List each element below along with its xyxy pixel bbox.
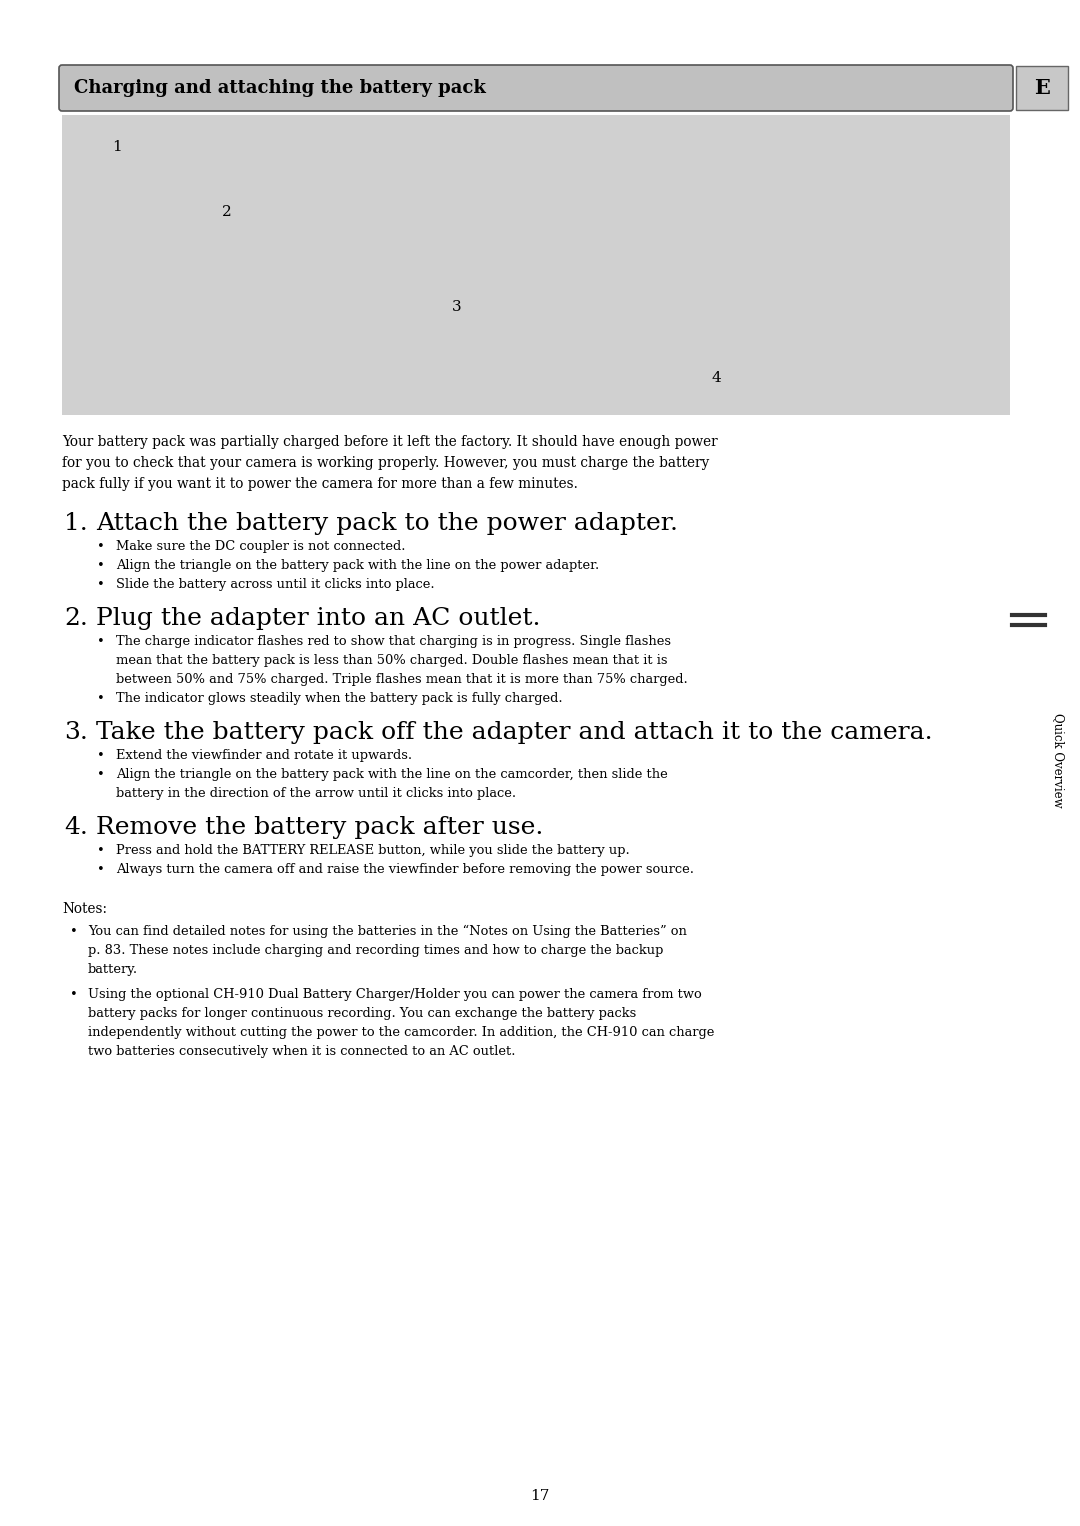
Text: Align the triangle on the battery pack with the line on the camcorder, then slid: Align the triangle on the battery pack w… <box>116 768 667 781</box>
Text: Press and hold the BATTERY RELEASE button, while you slide the battery up.: Press and hold the BATTERY RELEASE butto… <box>116 844 630 858</box>
Text: •: • <box>70 987 78 1001</box>
Text: pack fully if you want it to power the camera for more than a few minutes.: pack fully if you want it to power the c… <box>62 478 578 491</box>
Text: •: • <box>97 864 105 876</box>
Text: •: • <box>97 749 105 761</box>
Text: Notes:: Notes: <box>62 902 107 916</box>
Text: Attach the battery pack to the power adapter.: Attach the battery pack to the power ada… <box>96 513 678 536</box>
Text: mean that the battery pack is less than 50% charged. Double flashes mean that it: mean that the battery pack is less than … <box>116 655 667 667</box>
Text: •: • <box>97 844 105 858</box>
Bar <box>62 114 1010 415</box>
Text: 17: 17 <box>530 1489 550 1503</box>
Text: battery packs for longer continuous recording. You can exchange the battery pack: battery packs for longer continuous reco… <box>87 1007 636 1019</box>
Text: You can find detailed notes for using the batteries in the “Notes on Using the B: You can find detailed notes for using th… <box>87 925 687 938</box>
Text: •: • <box>70 925 78 938</box>
Text: Align the triangle on the battery pack with the line on the power adapter.: Align the triangle on the battery pack w… <box>116 559 599 572</box>
Text: Always turn the camera off and raise the viewfinder before removing the power so: Always turn the camera off and raise the… <box>116 864 694 876</box>
Text: between 50% and 75% charged. Triple flashes mean that it is more than 75% charge: between 50% and 75% charged. Triple flas… <box>116 673 688 687</box>
Text: two batteries consecutively when it is connected to an AC outlet.: two batteries consecutively when it is c… <box>87 1045 515 1058</box>
Text: The charge indicator flashes red to show that charging is in progress. Single fl: The charge indicator flashes red to show… <box>116 635 671 649</box>
Text: 4: 4 <box>712 371 721 385</box>
Text: 3: 3 <box>453 301 461 314</box>
Text: Plug the adapter into an AC outlet.: Plug the adapter into an AC outlet. <box>96 607 540 630</box>
Text: •: • <box>97 559 105 572</box>
Text: Charging and attaching the battery pack: Charging and attaching the battery pack <box>75 79 486 98</box>
Text: Using the optional CH-910 Dual Battery Charger/Holder you can power the camera f: Using the optional CH-910 Dual Battery C… <box>87 987 702 1001</box>
Text: Take the battery pack off the adapter and attach it to the camera.: Take the battery pack off the adapter an… <box>96 720 933 745</box>
Text: •: • <box>97 691 105 705</box>
Text: Quick Overview: Quick Overview <box>1052 713 1065 807</box>
Text: for you to check that your camera is working properly. However, you must charge : for you to check that your camera is wor… <box>62 456 710 470</box>
Text: •: • <box>97 635 105 649</box>
Text: battery in the direction of the arrow until it clicks into place.: battery in the direction of the arrow un… <box>116 787 516 800</box>
Text: •: • <box>97 578 105 591</box>
Text: independently without cutting the power to the camcorder. In addition, the CH-91: independently without cutting the power … <box>87 1025 714 1039</box>
Text: 3.: 3. <box>64 720 87 745</box>
Text: •: • <box>97 768 105 781</box>
Text: 2.: 2. <box>64 607 87 630</box>
Bar <box>1016 66 1068 110</box>
Text: The indicator glows steadily when the battery pack is fully charged.: The indicator glows steadily when the ba… <box>116 691 563 705</box>
Text: Slide the battery across until it clicks into place.: Slide the battery across until it clicks… <box>116 578 434 591</box>
Text: p. 83. These notes include charging and recording times and how to charge the ba: p. 83. These notes include charging and … <box>87 945 663 957</box>
Text: 1.: 1. <box>64 513 87 536</box>
Text: Remove the battery pack after use.: Remove the battery pack after use. <box>96 816 543 839</box>
Text: 1: 1 <box>112 140 122 154</box>
Text: 2: 2 <box>222 204 232 220</box>
FancyBboxPatch shape <box>59 66 1013 111</box>
Text: Make sure the DC coupler is not connected.: Make sure the DC coupler is not connecte… <box>116 540 405 552</box>
Text: Your battery pack was partially charged before it left the factory. It should ha: Your battery pack was partially charged … <box>62 435 717 449</box>
Text: •: • <box>97 540 105 552</box>
Text: E: E <box>1034 78 1050 98</box>
Text: Extend the viewfinder and rotate it upwards.: Extend the viewfinder and rotate it upwa… <box>116 749 413 761</box>
Text: 4.: 4. <box>64 816 87 839</box>
Text: battery.: battery. <box>87 963 138 977</box>
